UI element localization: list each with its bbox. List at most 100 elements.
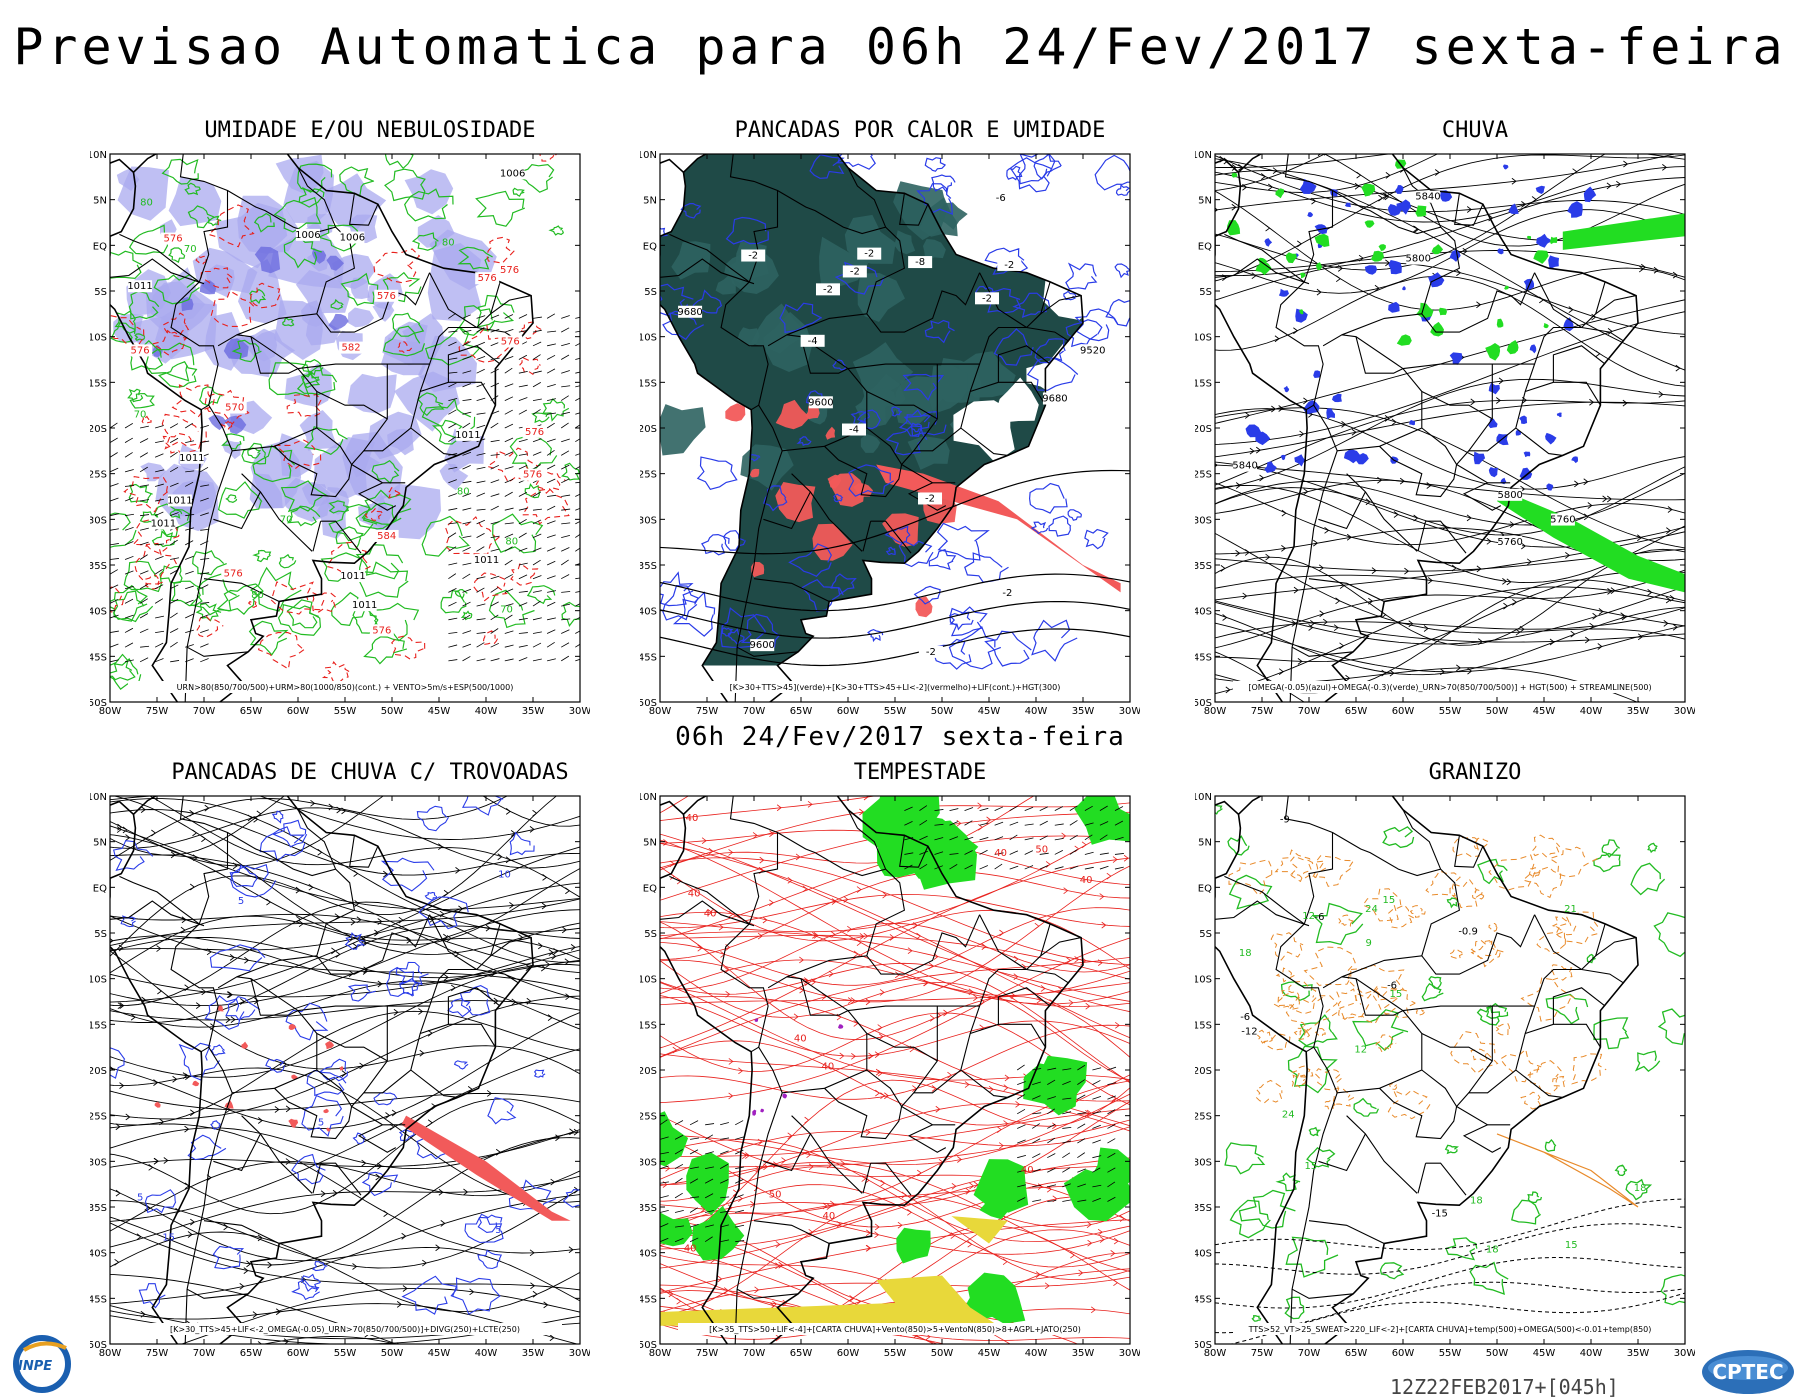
shaded-area <box>254 246 281 274</box>
contour-label: 5 <box>318 1117 324 1128</box>
contour-line <box>916 183 953 216</box>
streamline <box>660 956 1130 1058</box>
contour-line <box>391 635 426 660</box>
streamline <box>660 911 1130 996</box>
contour-line <box>722 530 746 551</box>
lat-tick-label: 45S <box>1195 1294 1212 1305</box>
panel-caption: [K>30+TTS>45](verde)+[K>30+TTS>45+LI<-2]… <box>730 683 1061 692</box>
border-line <box>753 1220 830 1244</box>
border-line <box>669 875 750 925</box>
contour-line <box>169 509 183 519</box>
streamline <box>1215 600 1685 643</box>
contour-line <box>913 585 941 605</box>
contour-line <box>380 857 435 892</box>
shaded-area <box>171 479 219 532</box>
lat-tick-label: 30S <box>640 515 657 526</box>
map-panel-6: GRANIZO 18 18 18 18 15 15 15 15 12 12 9 24 24 21 -6 -6 -9… <box>1195 760 1755 1360</box>
lat-tick-label: 25S <box>640 1112 657 1123</box>
border-line <box>1224 875 1305 925</box>
contour-label: 40 <box>684 1243 697 1254</box>
lon-tick-label: 65W <box>790 1348 813 1359</box>
contour-line <box>424 891 438 902</box>
border-line <box>490 295 532 315</box>
streamline <box>660 1079 1130 1246</box>
shaded-area <box>953 400 1015 463</box>
shaded-area <box>715 274 736 295</box>
shaded-area <box>1294 454 1305 467</box>
contour-line <box>526 585 556 605</box>
contour-line <box>207 215 222 227</box>
contour-line <box>355 502 402 530</box>
contour-line <box>1228 874 1273 910</box>
lat-tick-label: 10N <box>1195 150 1212 161</box>
lon-tick-label: 30W <box>1674 1348 1695 1359</box>
contour-line <box>924 157 946 172</box>
border-line <box>119 233 200 283</box>
contour-line <box>282 317 295 327</box>
contour-line <box>291 1153 326 1185</box>
contour-line <box>1499 1048 1542 1083</box>
shaded-area <box>404 169 454 215</box>
streamline <box>110 1010 580 1126</box>
contour-label: -2 <box>982 293 992 304</box>
contour-line <box>1657 1008 1685 1046</box>
contour-line <box>178 1042 220 1081</box>
contour-line <box>241 442 267 465</box>
contour-line <box>898 409 932 437</box>
shaded-area <box>394 371 460 432</box>
contour-line <box>1312 855 1355 887</box>
contour-line <box>212 1245 245 1270</box>
shaded-area <box>1543 323 1549 329</box>
lat-tick-label: 10N <box>90 792 107 803</box>
shaded-area <box>1307 212 1314 218</box>
shaded-area <box>1549 236 1558 245</box>
lon-tick-label: 75W <box>1251 1348 1274 1359</box>
contour-line <box>123 560 163 593</box>
contour-label: 15 <box>1565 1240 1578 1251</box>
contour-line <box>271 810 284 824</box>
contour-label: 9600 <box>749 640 774 651</box>
contour-line <box>364 506 384 521</box>
contour-line <box>328 500 350 514</box>
lat-tick-label: 5N <box>643 196 657 207</box>
contour-label: 15 <box>1390 989 1403 1000</box>
contour-line <box>1065 319 1103 348</box>
border-line <box>200 404 209 411</box>
lat-tick-label: 5S <box>94 929 107 940</box>
contour-line <box>231 339 262 363</box>
contour-label: 40 <box>1080 875 1093 886</box>
shaded-area <box>1535 185 1545 194</box>
border-line <box>110 258 205 285</box>
contour-line <box>1520 977 1576 1022</box>
shaded-area <box>1343 449 1361 464</box>
streamline <box>1215 154 1439 193</box>
lat-tick-label: 45S <box>90 1294 107 1305</box>
shaded-area <box>857 273 905 322</box>
contour-line <box>371 459 400 484</box>
contour-line <box>512 187 525 197</box>
panel-caption: [K>35_TTS>50+LIF<-4]+[CARTA CHUVA]+Vento… <box>709 1325 1081 1334</box>
contour-line <box>1452 836 1481 858</box>
contour-line <box>1285 1236 1339 1278</box>
border-line <box>979 272 1027 328</box>
lon-tick-label: 30W <box>569 706 590 717</box>
lat-tick-label: 50S <box>90 698 107 709</box>
shaded-area <box>1231 172 1238 178</box>
streamline <box>1215 574 1685 627</box>
contour-line <box>195 615 224 638</box>
map-panel-5: TEMPESTADE 40 40 40 40 40 40 50 50 40 40 40 40 80W 75W… <box>640 760 1200 1360</box>
contour-line <box>475 190 526 227</box>
contour-line <box>373 1092 398 1106</box>
contour-label: 15 <box>1382 895 1395 906</box>
contour-label: 10 <box>498 870 511 881</box>
lat-tick-label: 5N <box>643 838 657 849</box>
contour-label: -0.9 <box>1458 926 1478 937</box>
shaded-area <box>754 1018 759 1022</box>
streamline <box>110 807 580 869</box>
contour-line <box>355 544 404 580</box>
streamline <box>110 882 580 951</box>
border-line <box>1595 937 1637 957</box>
contour-line <box>247 447 262 459</box>
streamline <box>110 937 580 979</box>
contour-label: 582 <box>341 343 360 354</box>
